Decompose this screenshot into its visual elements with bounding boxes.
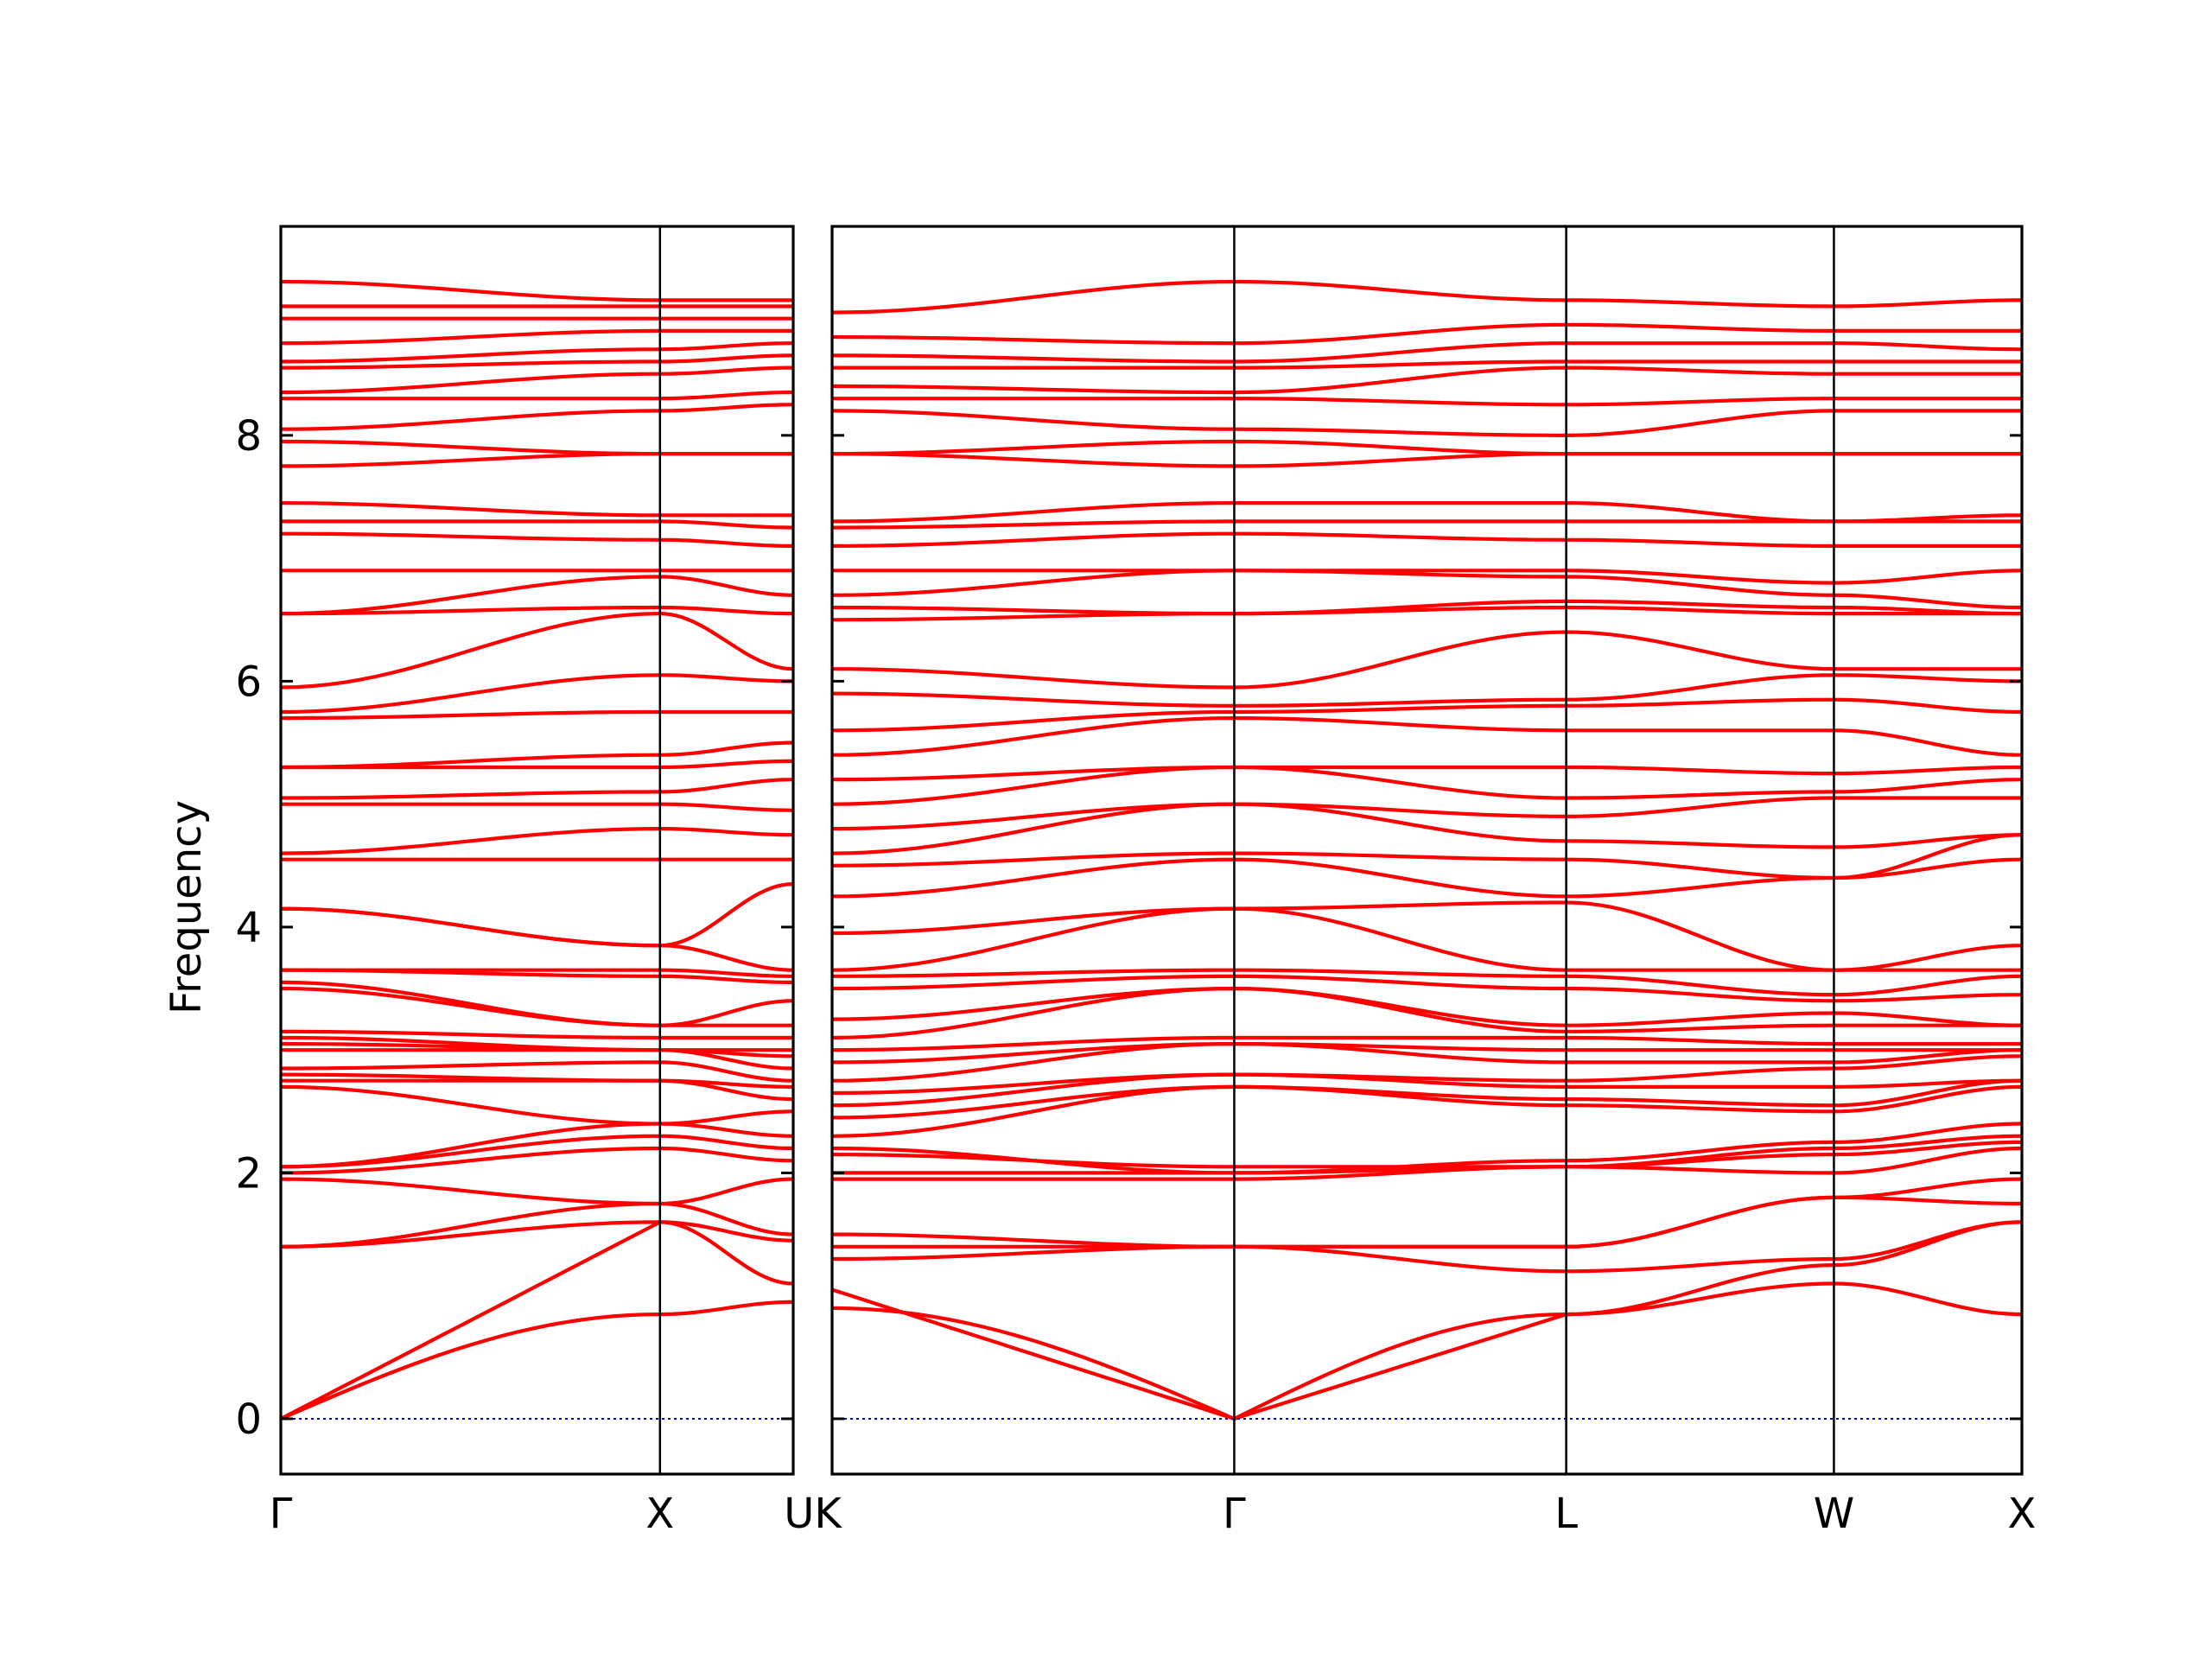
panel-left: 0 2 4 6 8 Γ X: [235, 225, 795, 1538]
x-tick-label: L: [1554, 1490, 1578, 1538]
band-line: [281, 531, 793, 548]
x-tick-label: X: [645, 1490, 674, 1538]
band-line: [280, 906, 794, 972]
band-line: [832, 359, 2022, 370]
band-line: [280, 365, 793, 395]
band-line: [281, 439, 793, 456]
band-line: [280, 1220, 794, 1421]
band-line: [831, 796, 2022, 831]
band-line: [831, 833, 2023, 880]
y-tick-label: 6: [235, 658, 262, 706]
band-line: [832, 569, 2023, 585]
y-tick-label: 4: [235, 904, 262, 952]
band-line: [831, 765, 2022, 782]
band-line: [281, 519, 794, 530]
band-line: [280, 403, 793, 431]
band-line: [280, 1084, 794, 1126]
y-tick-label: 0: [235, 1395, 262, 1444]
band-line: [280, 1146, 793, 1175]
band-line: [831, 365, 2022, 395]
band-line: [831, 1281, 2023, 1421]
band-line: [831, 569, 2022, 610]
band-line: [281, 452, 793, 468]
band-line: [831, 599, 2022, 616]
band-line: [832, 974, 2022, 1003]
band-line: [280, 980, 794, 1027]
band-line: [280, 1122, 794, 1169]
band-line: [280, 709, 793, 721]
band-line: [280, 1300, 794, 1421]
y-tick-label: 2: [235, 1149, 262, 1198]
band-line: [281, 391, 793, 401]
panel-frame: [830, 225, 2024, 1476]
band-line: [281, 778, 794, 800]
band-line: [280, 279, 793, 302]
band-line: [280, 827, 793, 855]
x-tick-label: W: [1814, 1490, 1854, 1538]
band-line: [281, 802, 794, 812]
band-line: [831, 531, 2022, 548]
x-tick-label: Γ: [270, 1490, 293, 1538]
band-line: [280, 501, 793, 518]
y-axis-label: Frequency: [162, 800, 211, 1014]
band-line: [831, 322, 2022, 346]
band-line: [831, 906, 2022, 972]
band-line: [832, 1177, 2023, 1249]
band-line: [280, 1177, 794, 1206]
band-line: [280, 882, 794, 948]
band-line: [832, 630, 2022, 690]
band-line: [832, 341, 2023, 364]
x-tick-label: Γ: [1223, 1490, 1246, 1538]
band-line: [831, 900, 2023, 972]
band-line: [280, 986, 793, 1027]
band-lines: [831, 279, 2023, 1421]
band-line: [831, 452, 2022, 468]
band-line: [280, 1201, 794, 1249]
band-line: [280, 1029, 793, 1040]
panel-frame: [279, 225, 795, 1476]
x-tick-label: X: [2008, 1490, 2037, 1538]
band-line: [280, 328, 793, 346]
band-line: [831, 1220, 2023, 1421]
band-line: [831, 439, 2022, 456]
x-tick-label-boundary: UK: [784, 1490, 842, 1538]
band-line: [832, 397, 2022, 407]
y-tick-label: 8: [235, 412, 262, 461]
band-line: [831, 279, 2022, 315]
band-line: [831, 501, 2023, 524]
band-lines: [280, 279, 794, 1421]
band-line: [831, 409, 2022, 437]
